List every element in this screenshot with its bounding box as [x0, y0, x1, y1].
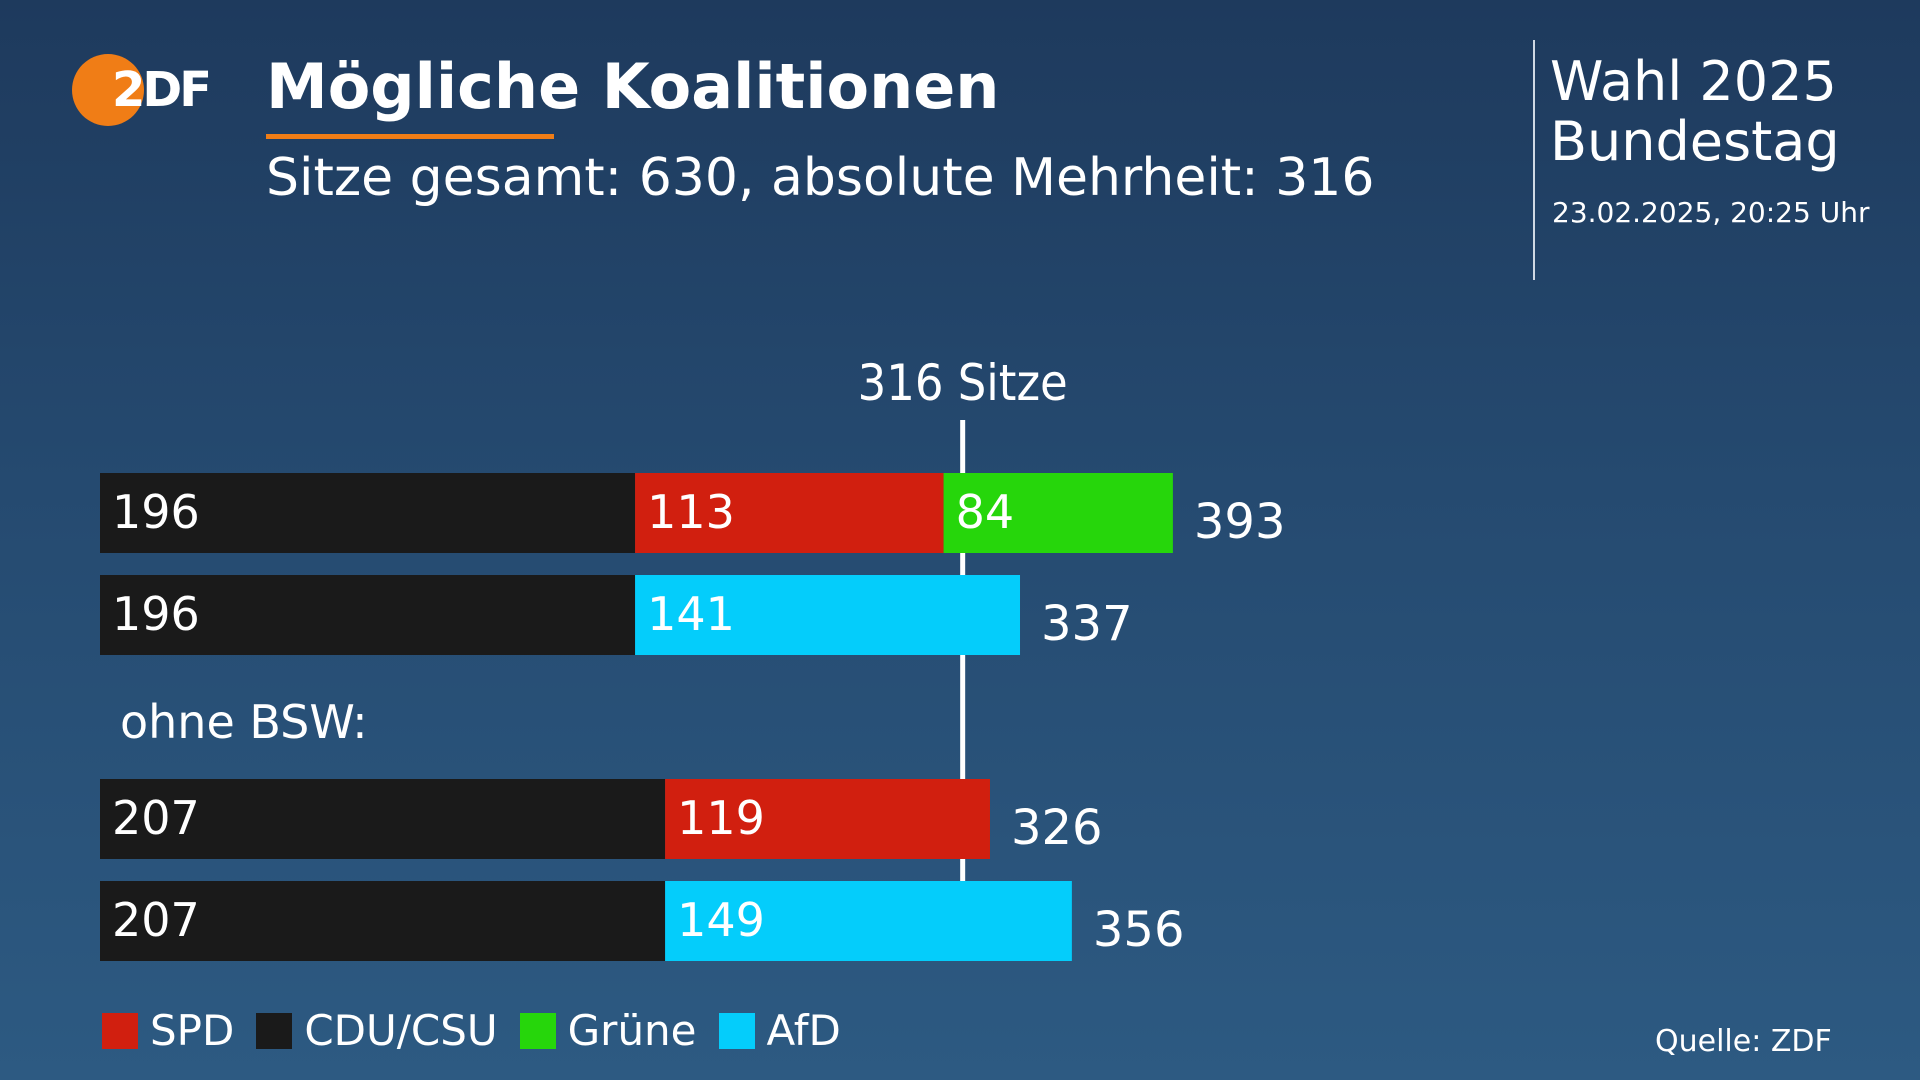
legend-label: CDU/CSU	[304, 1006, 498, 1055]
segment-label: 196	[112, 587, 200, 641]
bar-segment-1-cducsu	[100, 473, 636, 553]
segment-label: 207	[112, 791, 200, 845]
bar-segment-2-afd	[635, 575, 1021, 655]
legend-item-cducsu: CDU/CSU	[256, 1006, 498, 1055]
bar-segment-3-cducsu	[100, 779, 666, 859]
chart-subtitle: Sitze gesamt: 630, absolute Mehrheit: 31…	[266, 148, 1375, 208]
bar-segment-3-spd	[665, 779, 990, 859]
legend-item-afd: AfD	[718, 1006, 841, 1055]
logo-text: 2DF	[112, 62, 212, 118]
election-info: Wahl 2025 Bundestag	[1550, 52, 1840, 172]
zdf-logo: 2DF	[72, 52, 212, 132]
title-underline	[266, 134, 554, 139]
logo-circle	[72, 54, 144, 126]
bar-segment-1-grne	[943, 473, 1173, 553]
row-total: 393	[1194, 494, 1286, 550]
legend: SPD CDU/CSU Grüne AfD	[102, 1006, 863, 1055]
legend-item-grne: Grüne	[519, 1006, 697, 1055]
election-title: Wahl 2025	[1550, 50, 1837, 113]
row-total: 356	[1093, 902, 1185, 958]
legend-swatch	[519, 1012, 556, 1049]
header-divider	[1533, 40, 1535, 280]
election-body: Bundestag	[1550, 110, 1840, 173]
segment-label: 113	[647, 485, 735, 539]
timestamp: 23.02.2025, 20:25 Uhr	[1552, 196, 1870, 229]
chart-title: Mögliche Koalitionen	[266, 50, 1000, 123]
row-total: 337	[1041, 596, 1133, 652]
legend-label: SPD	[150, 1006, 235, 1055]
source-note: Quelle: ZDF	[1655, 1024, 1832, 1059]
segment-label: 207	[112, 893, 200, 947]
legend-label: AfD	[766, 1006, 841, 1055]
legend-swatch	[718, 1012, 755, 1049]
bar-segment-2-cducsu	[100, 575, 636, 655]
legend-item-spd: SPD	[102, 1006, 234, 1055]
row-total: 326	[1011, 800, 1103, 856]
segment-label: 119	[677, 791, 765, 845]
coalition-chart: 316 Sitze 196 113 84 393 196 141 337 207 119 326 20…	[100, 354, 1286, 961]
threshold-label: 316 Sitze	[858, 354, 1068, 412]
segment-label: 84	[956, 485, 1015, 539]
segment-label: 141	[647, 587, 735, 641]
segment-label: 149	[677, 893, 765, 947]
group-label: ohne BSW:	[120, 695, 368, 749]
legend-label: Grüne	[567, 1006, 697, 1055]
legend-swatch	[256, 1012, 293, 1049]
bar-segment-4-cducsu	[100, 881, 666, 961]
legend-swatch	[102, 1012, 138, 1049]
bar-segment-4-afd	[665, 881, 1072, 961]
segment-label: 196	[112, 485, 200, 539]
bar-segment-1-spd	[635, 473, 944, 553]
